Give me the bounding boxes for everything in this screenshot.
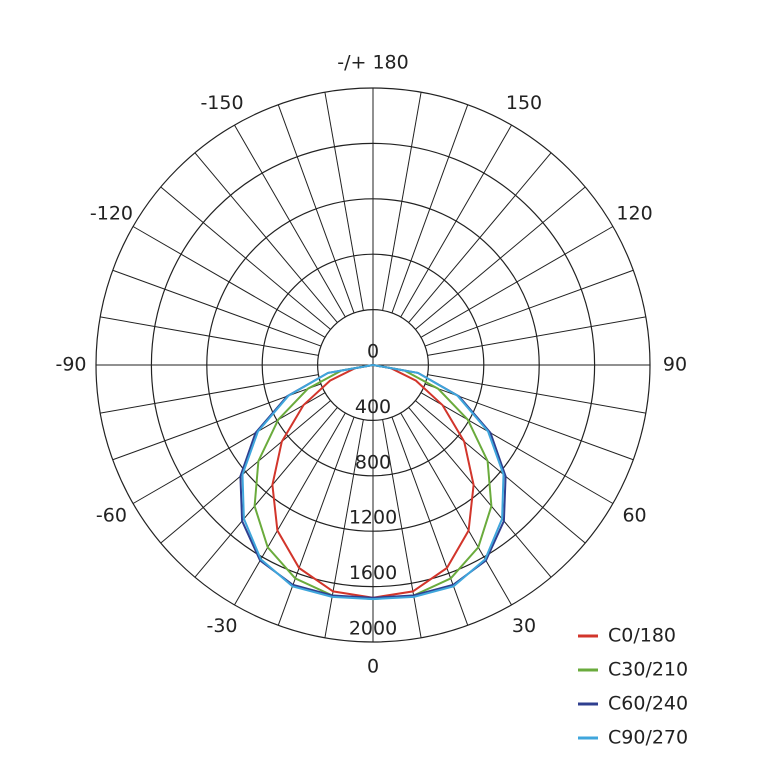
angle-tick-label: -150 xyxy=(200,92,243,114)
angle-tick-label: -120 xyxy=(90,203,133,225)
ring xyxy=(95,87,651,643)
angle-tick-label: -30 xyxy=(206,615,237,637)
ring xyxy=(261,253,485,477)
angle-tick-label: 150 xyxy=(506,92,542,114)
ring xyxy=(150,142,596,588)
legend-label: C0/180 xyxy=(608,625,676,647)
series-line xyxy=(241,364,505,601)
legend-label: C30/210 xyxy=(608,659,688,681)
r-tick-label: 0 xyxy=(367,341,379,363)
r-tick-label: 1200 xyxy=(349,507,397,529)
r-tick-label: 1600 xyxy=(349,562,397,584)
angle-tick-label: 30 xyxy=(512,615,536,637)
r-tick-label: 2000 xyxy=(349,618,397,640)
r-tick-label: 800 xyxy=(355,451,391,473)
ring xyxy=(206,198,540,532)
legend-label: C90/270 xyxy=(608,727,688,749)
angle-tick-label: -90 xyxy=(55,354,86,376)
angle-tick-label: 60 xyxy=(622,505,646,527)
r-tick-label: 400 xyxy=(355,396,391,418)
angle-tick-label: -60 xyxy=(96,505,127,527)
angle-tick-label: 90 xyxy=(663,354,687,376)
legend-label: C60/240 xyxy=(608,693,688,715)
angle-tick-label: 120 xyxy=(616,203,652,225)
angle-tick-label: 0 xyxy=(367,656,379,678)
angle-tick-label: -/+ 180 xyxy=(337,52,408,74)
ring xyxy=(317,309,430,422)
series-line xyxy=(239,364,507,599)
